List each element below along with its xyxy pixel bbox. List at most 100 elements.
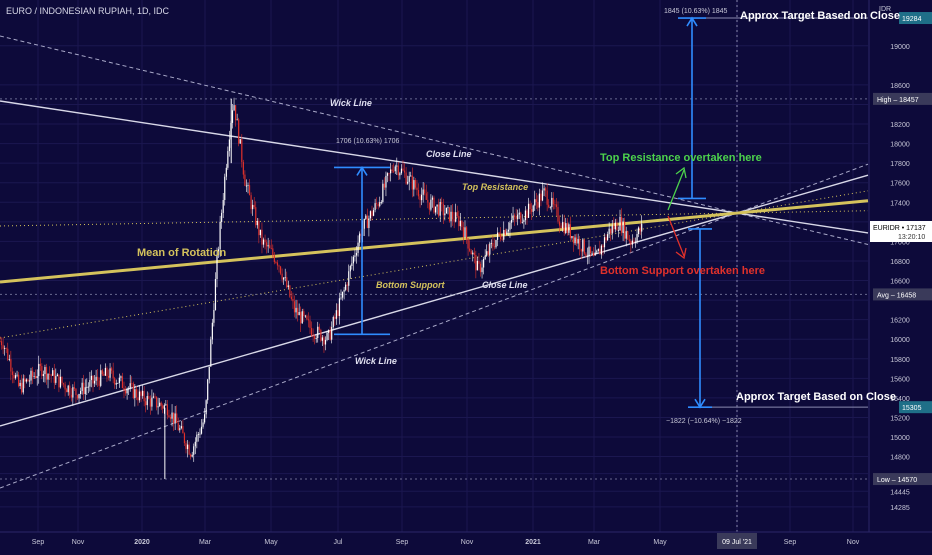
lower-close-trendline [0,174,869,427]
measure-label-left: 1706 (10.63%) 1706 [336,138,400,145]
candle-body [599,248,601,255]
candle-body [109,368,111,378]
measure-bottom-head [694,398,706,409]
candle-body [436,204,438,207]
y-axis-background [869,0,932,550]
candle-body [97,376,99,381]
candle-body [193,446,195,455]
candle-body [301,311,303,324]
candle-body [465,227,468,239]
y-axis[interactable]: 14285 14445 14800 15000 15200 15400 15600 15800… [868,0,932,550]
candle-body [390,169,392,174]
candle-body [320,329,322,341]
measure-label-bottom: −1822 (−10.64%) −1822 [666,418,742,425]
top-overtaken-label: Top Resistance overtaken here [600,152,762,164]
candle-body [568,224,570,233]
candle-body [554,204,556,206]
candle-body [137,397,139,401]
candle-body [129,383,131,389]
candle-body [78,394,80,399]
candle-body [242,162,244,175]
green-breakout-head [675,166,687,179]
candle-body [200,426,203,434]
candle-body [28,380,31,382]
y-axis-label-high: High – 18457 [873,92,932,105]
candle-body [479,263,482,273]
candle-body [134,389,136,399]
candle-body [469,248,471,251]
candle-body [634,241,637,243]
candle-body [359,233,361,243]
candle-body [338,298,341,316]
candle-body [18,374,20,387]
candle-body [84,387,86,395]
candle-body [531,209,533,212]
candle-body [596,251,598,253]
candle-body [245,185,248,187]
candle-body [357,242,359,253]
candle-body [617,230,620,232]
candle-body [324,339,327,345]
x-tick-label: Nov [847,539,860,546]
candle-body [504,229,506,235]
candle-body [368,218,370,228]
candle-body [569,224,571,238]
mean-of-rotation-label: Mean of Rotation [137,247,226,259]
target-label-value: 19284 [902,16,922,23]
x-axis[interactable]: Sep Nov 2020 Mar May Jul Sep Nov 2021 Mar May 09 Ju… [0,531,932,549]
candle-body [529,203,531,210]
level-label-text: Low – 14570 [877,477,917,484]
candle-body [287,285,289,288]
candle-body [318,326,320,330]
candle-body [472,252,474,255]
candle-body [52,370,54,376]
candle-body [90,375,93,380]
candle-body [123,388,125,391]
candle-body [292,298,294,302]
level-label-bg [873,92,932,105]
candle-body [526,210,528,218]
candle-body [315,338,317,339]
candle-body [255,207,257,226]
candle-body [507,229,509,232]
candle-body [512,215,514,221]
candle-body [256,221,258,226]
candle-body [331,327,333,340]
measure-label-top: 1845 (10.63%) 1845 [664,8,728,15]
candle-body [103,374,105,376]
candle-body [149,398,151,407]
candle-body [44,367,46,375]
candle-body [407,181,409,184]
candle-body [396,165,398,167]
candle-body [386,173,389,176]
candle-body [87,386,89,388]
candle-body [605,237,607,241]
candle-body [514,215,516,218]
candle-body [214,279,217,310]
candle-body [379,202,381,207]
y-tick-label: 14285 [890,505,910,512]
candle-body [16,374,18,376]
candle-body [571,236,573,238]
candle-body [295,307,297,313]
candle-body [332,317,334,328]
candle-body [455,212,457,222]
candle-body [546,190,548,205]
candle-body [303,311,305,317]
candle-body [72,387,74,398]
candle-body [459,220,461,227]
candle-body [30,370,32,381]
candle-body [521,221,523,223]
x-tick-label: Mar [588,539,601,546]
candle-body [413,180,415,190]
candle-body [224,176,226,201]
target-label-bg [899,12,932,25]
candle-body [49,373,51,375]
candle-body [222,200,224,213]
candle-body [434,206,437,213]
candle-body [616,222,618,231]
red-breakout-head [675,247,687,260]
candle-body [38,363,40,377]
